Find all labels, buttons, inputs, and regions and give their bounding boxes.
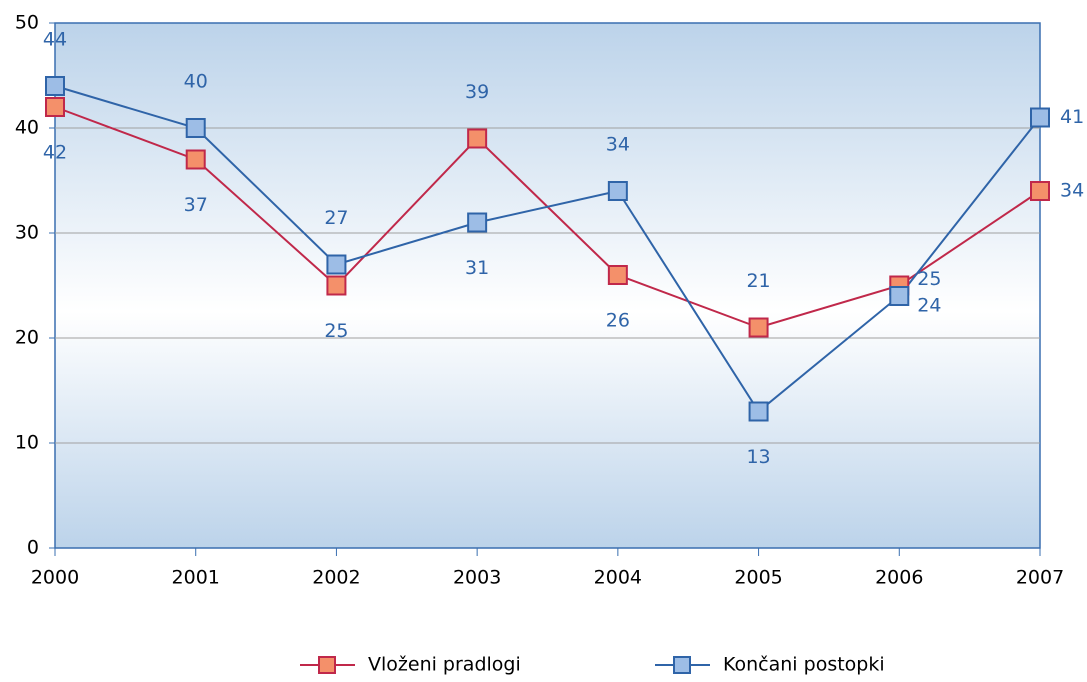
data-label: 25 <box>324 320 348 342</box>
marker <box>1030 181 1050 201</box>
data-label: 31 <box>465 257 489 279</box>
legend-label: Končani postopki <box>723 654 885 676</box>
y-tick-label: 40 <box>15 117 39 139</box>
x-tick-label: 2004 <box>594 567 642 589</box>
data-label: 21 <box>746 270 770 292</box>
marker <box>467 212 488 233</box>
series-line <box>54 85 1041 413</box>
y-tick-label: 0 <box>27 537 39 559</box>
data-label: 27 <box>324 207 348 229</box>
marker <box>326 254 347 275</box>
data-label: 34 <box>606 134 630 156</box>
y-tick-label: 50 <box>15 12 39 34</box>
data-label: 42 <box>43 142 67 164</box>
marker <box>185 118 206 138</box>
data-label: 26 <box>606 310 630 332</box>
x-tick-label: 2007 <box>1016 567 1064 589</box>
data-label: 24 <box>917 295 941 317</box>
y-tick-label: 10 <box>15 432 39 454</box>
marker <box>45 76 65 96</box>
x-tick-label: 2002 <box>312 567 360 589</box>
marker <box>889 286 910 306</box>
data-label: 44 <box>43 29 67 51</box>
legend-marker <box>318 656 336 674</box>
legend-marker <box>673 656 691 674</box>
marker <box>467 128 488 149</box>
data-label: 25 <box>917 268 941 290</box>
marker <box>607 265 628 285</box>
data-label: 40 <box>184 71 208 93</box>
x-tick-label: 2006 <box>875 567 923 589</box>
plot-area <box>54 22 1041 549</box>
x-tick-label: 2000 <box>31 567 79 589</box>
marker <box>1030 107 1050 128</box>
x-tick-label: 2005 <box>734 567 782 589</box>
x-tick-label: 2003 <box>453 567 501 589</box>
data-label: 34 <box>1060 180 1084 202</box>
legend-label: Vloženi pradlogi <box>368 654 521 676</box>
data-label: 13 <box>746 446 770 468</box>
marker <box>607 181 628 201</box>
y-tick-label: 30 <box>15 222 39 244</box>
marker <box>748 317 769 338</box>
marker <box>326 275 347 296</box>
data-label: 37 <box>184 194 208 216</box>
data-label: 41 <box>1060 106 1084 128</box>
marker <box>45 97 65 117</box>
marker <box>748 401 769 422</box>
y-tick-label: 20 <box>15 327 39 349</box>
data-label: 39 <box>465 81 489 103</box>
x-tick-label: 2001 <box>172 567 220 589</box>
marker <box>185 149 206 170</box>
